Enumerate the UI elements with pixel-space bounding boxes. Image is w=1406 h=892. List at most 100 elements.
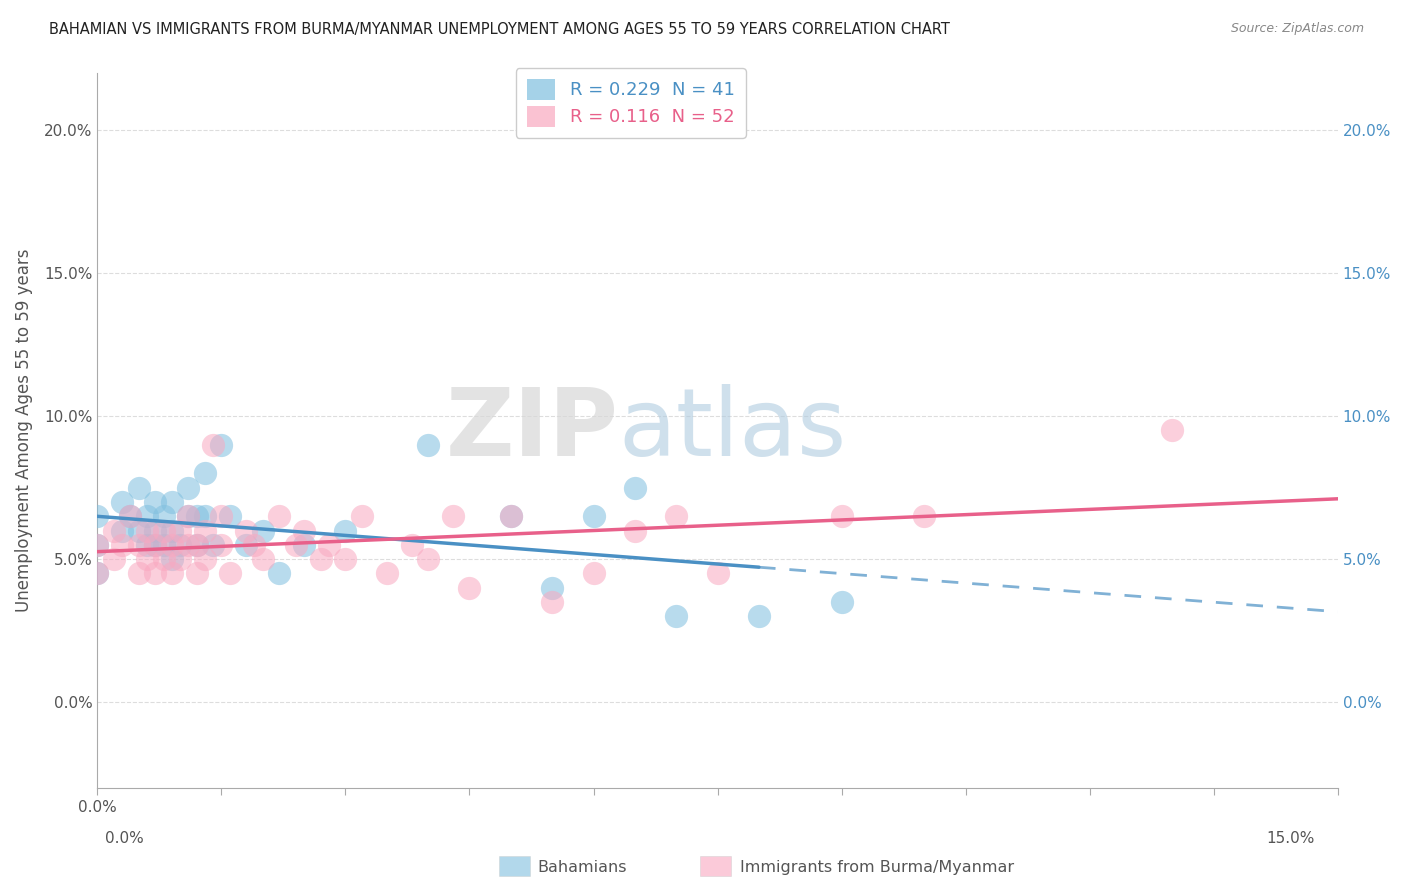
Point xyxy=(177,481,200,495)
Point xyxy=(665,509,688,524)
Point xyxy=(160,495,183,509)
Point xyxy=(243,538,266,552)
Point xyxy=(209,509,232,524)
Point xyxy=(665,609,688,624)
Point xyxy=(143,538,166,552)
Point xyxy=(143,566,166,581)
Point xyxy=(541,581,564,595)
Point xyxy=(202,538,225,552)
Point xyxy=(194,467,217,481)
Point xyxy=(194,552,217,566)
Point xyxy=(582,566,605,581)
Point xyxy=(86,566,108,581)
Point xyxy=(284,538,307,552)
Point xyxy=(136,552,159,566)
Point xyxy=(218,509,240,524)
Point xyxy=(136,538,159,552)
Point xyxy=(86,566,108,581)
Point xyxy=(292,524,315,538)
Point xyxy=(128,481,150,495)
Text: BAHAMIAN VS IMMIGRANTS FROM BURMA/MYANMAR UNEMPLOYMENT AMONG AGES 55 TO 59 YEARS: BAHAMIAN VS IMMIGRANTS FROM BURMA/MYANMA… xyxy=(49,22,950,37)
Point xyxy=(235,524,257,538)
Point xyxy=(541,595,564,609)
Point xyxy=(202,438,225,452)
Point xyxy=(269,566,291,581)
Point xyxy=(169,552,191,566)
Point xyxy=(103,524,125,538)
Point xyxy=(335,552,357,566)
Point xyxy=(111,538,134,552)
Point xyxy=(235,538,257,552)
Point xyxy=(218,566,240,581)
Text: Source: ZipAtlas.com: Source: ZipAtlas.com xyxy=(1230,22,1364,36)
Point xyxy=(169,524,191,538)
Point xyxy=(169,538,191,552)
Point xyxy=(416,552,439,566)
Point xyxy=(160,538,183,552)
Point xyxy=(86,509,108,524)
Point xyxy=(194,524,217,538)
Point xyxy=(120,509,142,524)
Point xyxy=(177,509,200,524)
Point xyxy=(499,509,522,524)
Point xyxy=(152,538,174,552)
Point xyxy=(143,524,166,538)
Point xyxy=(160,566,183,581)
Point xyxy=(111,524,134,538)
Point xyxy=(160,524,183,538)
Point xyxy=(186,509,208,524)
Point xyxy=(350,509,373,524)
Legend: R = 0.229  N = 41, R = 0.116  N = 52: R = 0.229 N = 41, R = 0.116 N = 52 xyxy=(516,68,745,137)
Point xyxy=(831,509,853,524)
Point xyxy=(136,509,159,524)
Point xyxy=(186,538,208,552)
Point xyxy=(401,538,423,552)
Point xyxy=(318,538,340,552)
Point xyxy=(292,538,315,552)
Point xyxy=(86,538,108,552)
Point xyxy=(624,481,647,495)
Text: atlas: atlas xyxy=(619,384,846,476)
Point xyxy=(416,438,439,452)
Point xyxy=(136,524,159,538)
Text: Bahamians: Bahamians xyxy=(537,861,627,875)
Point xyxy=(177,509,200,524)
Point xyxy=(177,538,200,552)
Text: ZIP: ZIP xyxy=(446,384,619,476)
Point xyxy=(128,566,150,581)
Text: Immigrants from Burma/Myanmar: Immigrants from Burma/Myanmar xyxy=(740,861,1014,875)
Point xyxy=(582,509,605,524)
Point xyxy=(912,509,935,524)
Point xyxy=(375,566,398,581)
Text: 15.0%: 15.0% xyxy=(1267,831,1315,846)
Point xyxy=(252,524,274,538)
Point xyxy=(209,438,232,452)
Point xyxy=(706,566,728,581)
Point xyxy=(335,524,357,538)
Y-axis label: Unemployment Among Ages 55 to 59 years: Unemployment Among Ages 55 to 59 years xyxy=(15,249,32,612)
Point xyxy=(120,509,142,524)
Point xyxy=(309,552,332,566)
Point xyxy=(458,581,481,595)
Point xyxy=(143,538,166,552)
Point xyxy=(209,538,232,552)
Point xyxy=(186,538,208,552)
Point xyxy=(128,538,150,552)
Point xyxy=(748,609,770,624)
Point xyxy=(194,509,217,524)
Point xyxy=(186,566,208,581)
Point xyxy=(128,524,150,538)
Point xyxy=(269,509,291,524)
Point xyxy=(624,524,647,538)
Point xyxy=(499,509,522,524)
Point xyxy=(1161,424,1184,438)
Point xyxy=(152,509,174,524)
Point xyxy=(103,552,125,566)
Text: 0.0%: 0.0% xyxy=(105,831,145,846)
Point xyxy=(252,552,274,566)
Point xyxy=(152,524,174,538)
Point xyxy=(111,495,134,509)
Point xyxy=(441,509,464,524)
Point xyxy=(86,538,108,552)
Point xyxy=(160,552,183,566)
